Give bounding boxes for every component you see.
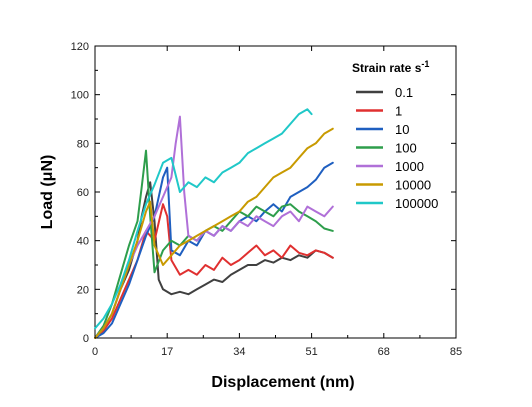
legend-title-main: Strain rate s — [352, 61, 422, 75]
legend-label-1000: 1000 — [395, 159, 424, 174]
y-tick-label-1: 20 — [77, 284, 89, 296]
y-tick-label-4: 80 — [77, 138, 89, 150]
legend-label-1: 1 — [395, 104, 402, 119]
series-line-100 — [94, 149, 334, 339]
series-line-1000 — [94, 115, 334, 339]
y-axis-title: Load (μN) — [39, 155, 56, 230]
x-tick-label-1: 17 — [161, 346, 173, 358]
y-tick-label-5: 100 — [71, 90, 89, 102]
y-tick-label-2: 40 — [77, 236, 89, 248]
series-line-1 — [94, 203, 334, 339]
legend-title: Strain rate s-1 — [352, 59, 429, 75]
y-tick-label-0: 0 — [83, 333, 89, 345]
legend-items: 0.1 1 10 100 1000 10000 100000 — [356, 85, 438, 211]
axis-ticks: 0 17 34 51 68 85 0 20 40 60 80 100 120 — [71, 41, 462, 358]
legend: Strain rate s-1 0.1 1 10 100 1000 10000 100000 — [352, 59, 438, 211]
x-tick-label-4: 68 — [378, 346, 390, 358]
y-tick-label-6: 120 — [71, 41, 89, 53]
x-axis-title: Displacement (nm) — [211, 374, 354, 391]
y-tick-label-3: 60 — [77, 187, 89, 199]
legend-label-0.1: 0.1 — [395, 85, 413, 100]
legend-label-10000: 10000 — [395, 178, 431, 193]
series-line-10000 — [94, 127, 334, 339]
x-tick-label-5: 85 — [450, 346, 462, 358]
series-lines — [94, 108, 334, 339]
legend-label-10: 10 — [395, 122, 409, 137]
series-line-100000 — [94, 108, 313, 330]
legend-label-100000: 100000 — [395, 196, 438, 211]
legend-title-superscript: -1 — [421, 59, 429, 69]
x-tick-label-0: 0 — [92, 346, 98, 358]
x-tick-label-2: 34 — [233, 346, 245, 358]
legend-label-100: 100 — [395, 141, 417, 156]
x-tick-label-3: 51 — [305, 346, 317, 358]
